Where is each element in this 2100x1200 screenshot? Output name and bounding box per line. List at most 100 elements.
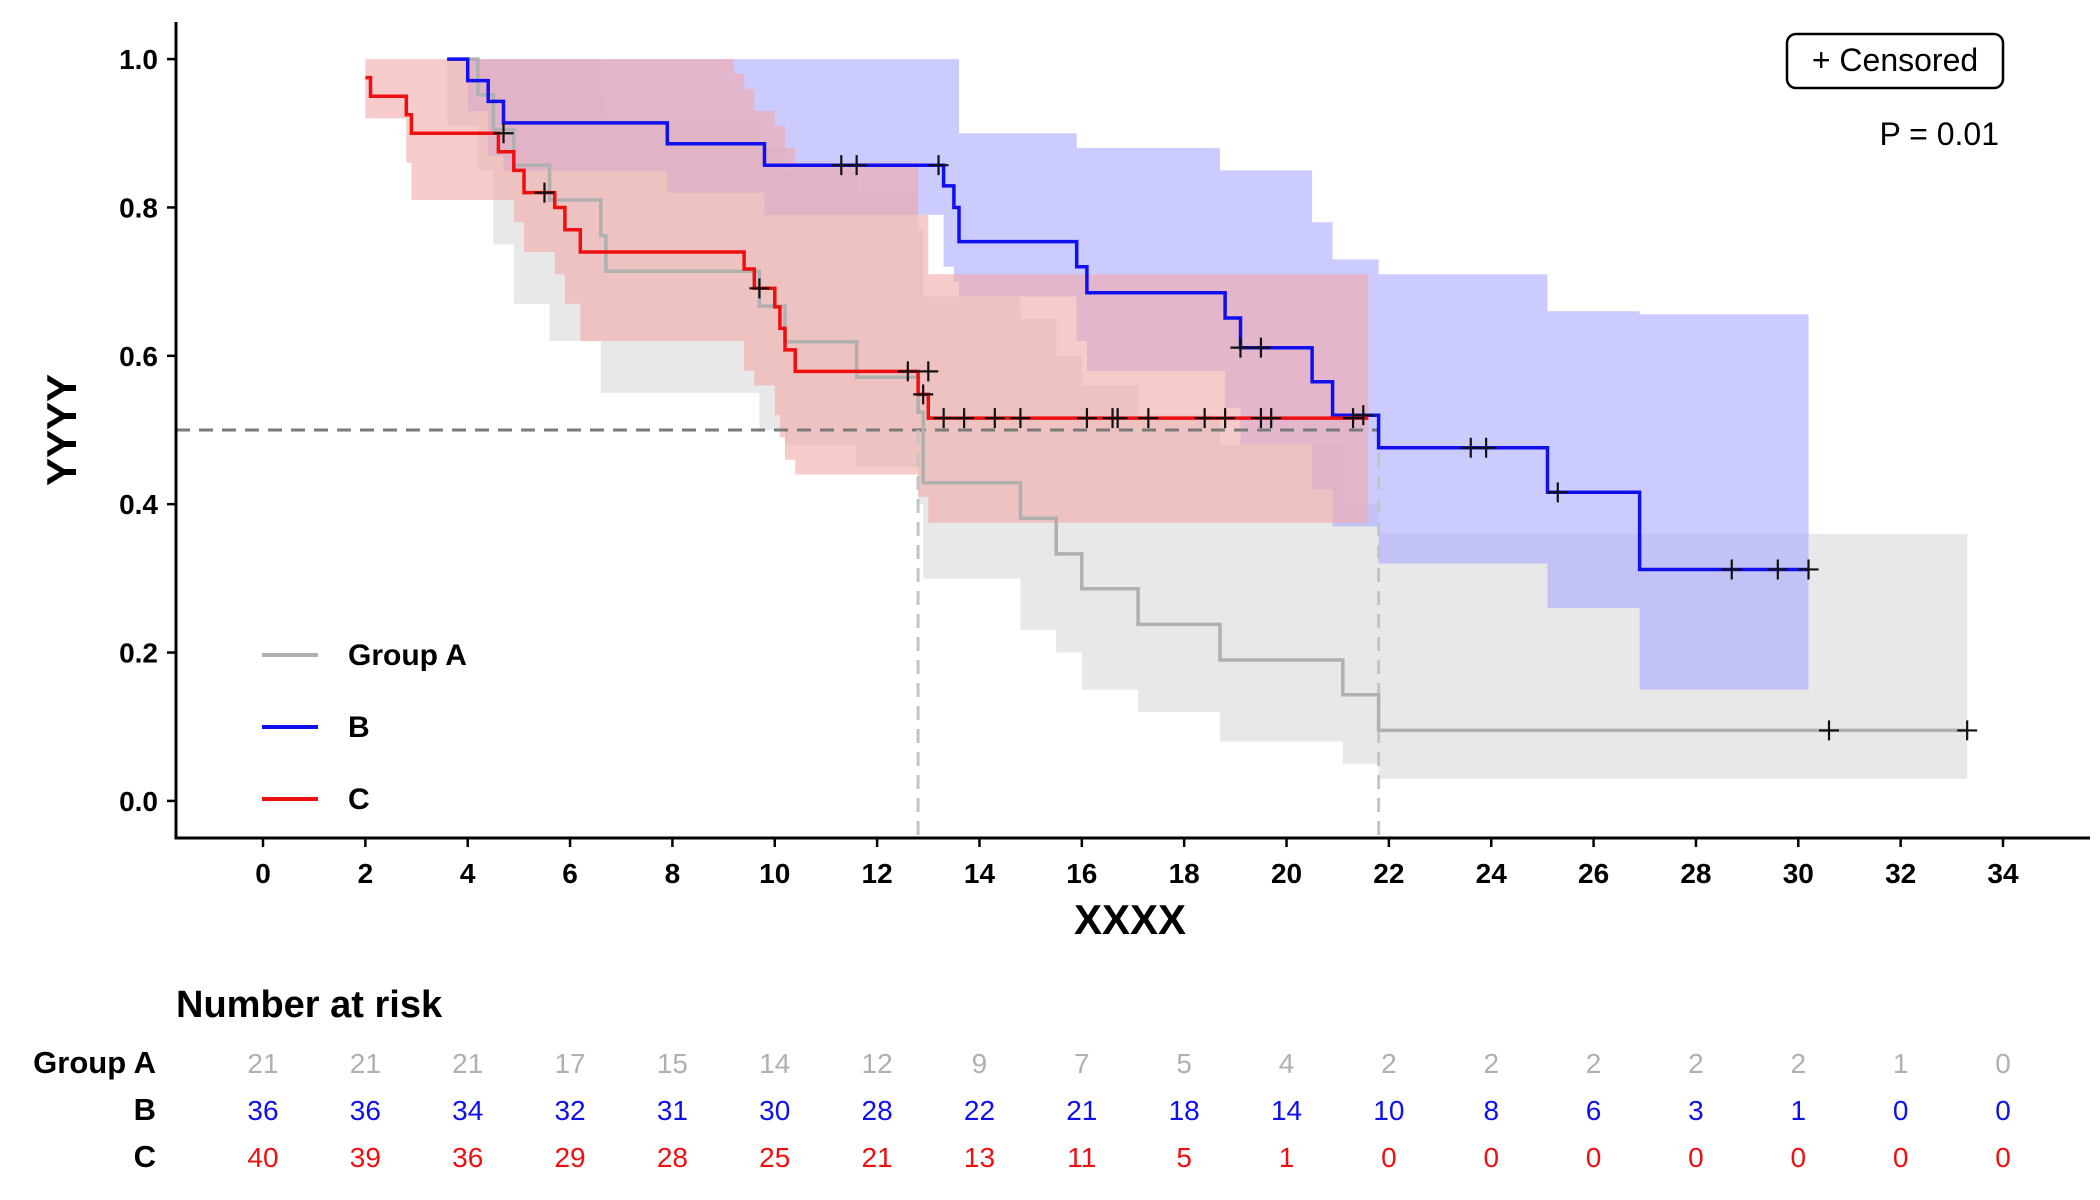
risk-count-group-a: 17: [554, 1048, 585, 1079]
risk-count-c: 39: [350, 1142, 381, 1173]
risk-count-b: 32: [554, 1095, 585, 1126]
censor-mark-c: [1107, 408, 1128, 429]
y-axis-title: YYYY: [38, 374, 85, 486]
risk-count-b: 8: [1483, 1095, 1499, 1126]
risk-count-group-a: 9: [972, 1048, 988, 1079]
risk-count-group-a: 1: [1893, 1048, 1909, 1079]
risk-count-b: 36: [350, 1095, 381, 1126]
risk-count-c: 21: [862, 1142, 893, 1173]
x-tick-label: 18: [1169, 858, 1200, 889]
risk-count-b: 31: [657, 1095, 688, 1126]
censor-mark-c: [1343, 408, 1364, 429]
x-tick-label: 20: [1271, 858, 1302, 889]
censor-marks: [493, 123, 1978, 741]
censor-mark-group-a: [1819, 720, 1839, 741]
x-tick-label: 14: [964, 858, 996, 889]
risk-row-label-group-a: Group A: [33, 1045, 156, 1080]
x-tick-label: 0: [255, 858, 271, 889]
censor-mark-c: [1194, 408, 1215, 429]
censor-mark-b: [1250, 337, 1271, 358]
risk-table: Group A 21 21 21 17 15 14 12 9 7 5 4 2 2 2 2 2 1 0B 36 36 34 3…: [33, 1045, 2011, 1174]
risk-table-title: Number at risk: [176, 984, 443, 1026]
censor-mark-b: [1721, 559, 1742, 580]
censor-mark-c: [954, 408, 975, 429]
x-tick-label: 24: [1476, 858, 1508, 889]
legend-label-b: B: [348, 711, 370, 744]
y-tick-label: 1.0: [119, 44, 158, 75]
risk-count-c: 0: [1586, 1142, 1602, 1173]
censor-mark-b: [1767, 559, 1788, 580]
risk-count-c: 11: [1067, 1142, 1096, 1173]
censor-mark-c: [913, 384, 934, 405]
risk-count-c: 28: [657, 1142, 688, 1173]
risk-count-c: 1: [1279, 1142, 1295, 1173]
censor-mark-c: [1076, 408, 1097, 429]
risk-count-c: 0: [1381, 1142, 1397, 1173]
x-tick-label: 34: [1987, 858, 2019, 889]
legend: Group A B C: [262, 639, 467, 816]
curve-c: [365, 75, 1369, 420]
risk-count-group-a: 21: [350, 1048, 381, 1079]
censor-mark-b: [1798, 559, 1819, 580]
censor-mark-b: [928, 155, 949, 176]
risk-count-c: 13: [964, 1142, 995, 1173]
x-tick-label: 6: [562, 858, 578, 889]
risk-count-c: 0: [1688, 1142, 1704, 1173]
censored-legend-box: + Censored: [1785, 32, 2005, 90]
risk-count-b: 3: [1688, 1095, 1704, 1126]
risk-count-c: 36: [452, 1142, 483, 1173]
x-tick-label: 22: [1373, 858, 1404, 889]
risk-count-b: 34: [452, 1095, 483, 1126]
risk-count-b: 6: [1586, 1095, 1602, 1126]
risk-row-label-b: B: [134, 1092, 156, 1127]
y-tick-label: 0.8: [119, 192, 158, 223]
risk-row-label-c: C: [134, 1139, 156, 1174]
censor-mark-c: [897, 361, 918, 382]
censor-mark-group-a: [1957, 720, 1978, 741]
risk-count-group-a: 2: [1688, 1048, 1704, 1079]
risk-count-b: 28: [862, 1095, 893, 1126]
y-tick-label: 0.4: [119, 489, 158, 520]
x-tick-label: 8: [665, 858, 681, 889]
censored-legend-label: + Censored: [1812, 42, 1978, 78]
risk-count-b: 22: [964, 1095, 995, 1126]
risk-count-b: 30: [759, 1095, 790, 1126]
x-axis-title: XXXX: [1074, 896, 1186, 943]
risk-count-c: 29: [554, 1142, 585, 1173]
legend-label-group-a: Group A: [348, 639, 467, 672]
risk-count-group-a: 2: [1586, 1048, 1602, 1079]
risk-count-group-a: 12: [862, 1048, 893, 1079]
x-tick-label: 10: [759, 858, 790, 889]
axes: 0.00.20.40.60.81.00 2 4 6 8 10 12 14 16 18 20 22 24 2…: [119, 22, 2090, 889]
risk-count-b: 18: [1169, 1095, 1200, 1126]
risk-count-c: 0: [1995, 1142, 2011, 1173]
censor-mark-c: [1138, 408, 1159, 429]
risk-count-b: 36: [247, 1095, 278, 1126]
x-tick-label: 4: [460, 858, 476, 889]
censor-mark-c: [534, 182, 555, 203]
risk-count-group-a: 4: [1279, 1048, 1295, 1079]
censor-mark-b: [846, 155, 867, 176]
risk-count-c: 0: [1791, 1142, 1807, 1173]
x-tick-label: 16: [1066, 858, 1097, 889]
risk-count-b: 10: [1373, 1095, 1404, 1126]
ci-band-b: [447, 59, 1809, 690]
x-tick-label: 2: [358, 858, 374, 889]
censor-mark-b: [1476, 437, 1497, 458]
risk-count-group-a: 14: [759, 1048, 790, 1079]
risk-count-group-a: 2: [1791, 1048, 1807, 1079]
censor-mark-c: [1261, 408, 1282, 429]
censor-mark-c: [1010, 408, 1031, 429]
risk-count-group-a: 21: [452, 1048, 483, 1079]
y-tick-label: 0.6: [119, 341, 158, 372]
median-reference-lines: [176, 428, 1381, 838]
censor-mark-b: [1547, 482, 1568, 503]
y-tick-label: 0.2: [119, 638, 158, 669]
x-tick-label: 26: [1578, 858, 1609, 889]
risk-count-c: 25: [759, 1142, 790, 1173]
censor-mark-c: [933, 408, 954, 429]
risk-count-c: 0: [1893, 1142, 1909, 1173]
risk-count-c: 0: [1483, 1142, 1499, 1173]
risk-count-group-a: 21: [247, 1048, 278, 1079]
